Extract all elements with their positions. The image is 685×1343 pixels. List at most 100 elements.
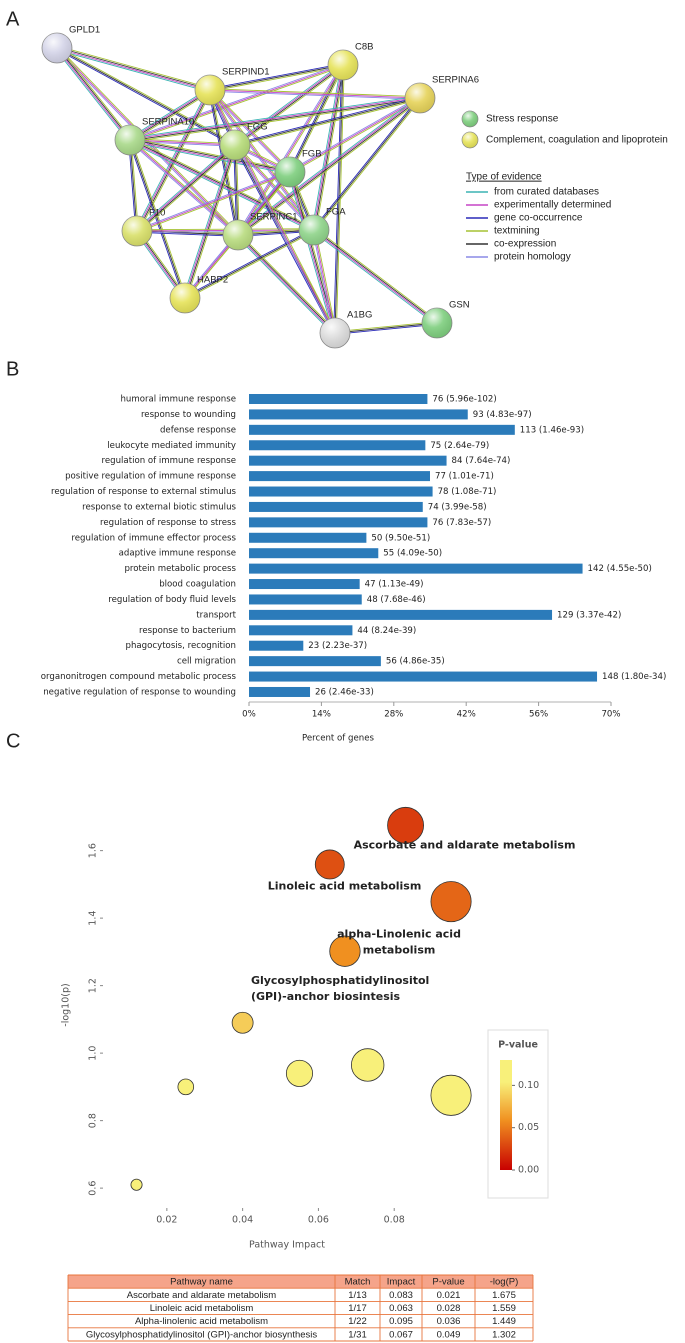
x-tick-label: 0% [242,710,256,720]
node-shine [223,220,253,250]
node-label: SERPINA10 [142,117,194,128]
bar [249,548,379,559]
table-cell: 0.095 [389,1316,413,1327]
bar [249,486,433,497]
network-edge [289,96,420,172]
network-edge [311,64,342,230]
bar [249,563,583,574]
network-edge [314,228,439,322]
table-cell: 1.559 [492,1303,516,1314]
category-label: cell migration [177,657,236,667]
network-edge [238,98,421,236]
node-label: FGA [326,207,346,218]
y-tick-label: 1.2 [88,978,99,993]
network-edge [130,138,291,172]
x-tick-label: 0.04 [232,1215,253,1226]
node-shine [405,83,435,113]
x-axis-label: Pathway Impact [249,1240,325,1251]
bar-label: 76 (7.83e-57) [432,518,491,528]
network-edge [209,89,421,99]
bar-label: 44 (8.24e-39) [357,626,416,636]
network-edge [314,229,438,323]
network-edge [129,63,343,140]
node-label: GPLD1 [69,25,100,36]
category-label: organonitrogen compound metabolic proces… [41,672,237,682]
network-edge [209,90,420,100]
annotation: Ascorbate and aldarate metabolism [354,838,576,851]
network-edge [233,145,335,334]
bar [249,501,423,512]
node-label: FGB [302,149,322,160]
panel-label: A [6,8,20,30]
network-edge [235,65,344,146]
network-edge [289,64,344,173]
bar-label: 93 (4.83e-97) [473,410,532,420]
category-label: response to external biotic stimulus [82,502,236,512]
table-cell: 0.021 [437,1290,461,1301]
annotation: (GPI)-anchor biosintesis [251,990,401,1003]
annotation: Linoleic acid metabolism [268,879,422,892]
network-edge [57,45,211,89]
network-edge [56,48,130,141]
node-shine [42,33,72,63]
table-header: Pathway name [170,1277,233,1288]
network-edge [288,172,335,334]
network-edge [130,139,187,298]
legend-label: protein homology [494,252,571,263]
y-tick-label: 1.0 [88,1046,99,1061]
bar-label: 84 (7.64e-74) [452,456,511,466]
network-edge [130,99,421,143]
y-tick-label: 1.4 [88,911,99,926]
network-edge [137,172,291,233]
network-edge [314,98,422,232]
bubble [285,1059,313,1087]
network-edge [129,141,290,175]
network-edge [237,235,335,334]
network-edge [183,144,235,298]
bubble [387,806,425,844]
bar-label: 129 (3.37e-42) [557,610,621,620]
x-tick-label: 70% [601,710,620,720]
network-edge [129,96,420,140]
bar [249,455,447,466]
network-edge [334,322,438,334]
x-tick-label: 28% [384,710,403,720]
legend-label: co-expression [494,239,556,250]
network-edge [234,64,343,145]
x-tick-label: 0.08 [384,1215,405,1226]
category-label: regulation of immune effector process [71,533,236,543]
bubble [430,881,472,923]
network-edge [129,140,314,231]
annotation: alpha-Linolenic acid [337,928,461,941]
network-edge [55,48,129,142]
network-edge [209,63,343,90]
network-edge [312,231,437,325]
node-shine [115,125,145,155]
colorbar-title: P-value [498,1040,538,1051]
network-edge [185,230,315,300]
bar-label: 77 (1.01e-71) [435,472,494,482]
node-shine [328,50,358,80]
node-shine [170,283,200,313]
network-edge [129,139,186,299]
network-edge [312,230,335,334]
table-cell: Linoleic acid metabolism [150,1303,254,1314]
category-label: humoral immune response [120,395,236,405]
legend-label: gene co-occurrence [494,213,583,224]
network-edge [137,145,236,232]
network-edge [238,99,422,237]
network-edge [136,170,290,231]
network-edge [235,66,345,147]
table-cell: Ascorbate and aldarate metabolism [127,1290,277,1301]
node-shine [122,216,152,246]
x-tick-label: 0.06 [308,1215,329,1226]
table-header-bg [68,1275,533,1289]
y-tick-label: 0.8 [88,1113,99,1128]
table-cell: 0.063 [389,1303,413,1314]
network-edge [335,323,438,335]
table-cell: 1.675 [492,1290,516,1301]
network-edge [237,97,420,235]
legend-label: from curated databases [494,187,599,198]
colorbar-label: 0.00 [518,1165,539,1176]
